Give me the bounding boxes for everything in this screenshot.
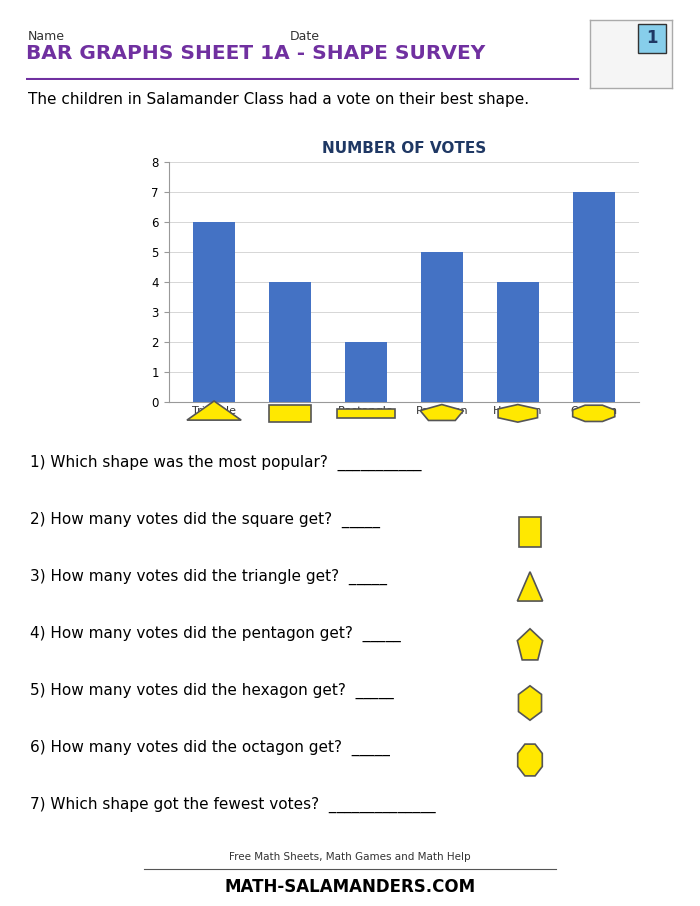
- Text: BAR GRAPHS SHEET 1A - SHAPE SURVEY: BAR GRAPHS SHEET 1A - SHAPE SURVEY: [26, 44, 485, 63]
- Polygon shape: [420, 405, 463, 420]
- Text: 1) Which shape was the most popular?  ___________: 1) Which shape was the most popular? ___…: [30, 455, 421, 471]
- Polygon shape: [498, 405, 538, 422]
- Text: The children in Salamander Class had a vote on their best shape.: The children in Salamander Class had a v…: [28, 92, 529, 107]
- Polygon shape: [187, 401, 241, 420]
- Text: 4) How many votes did the pentagon get?  _____: 4) How many votes did the pentagon get? …: [30, 626, 400, 642]
- Bar: [269, 282, 311, 401]
- Text: 2) How many votes did the square get?  _____: 2) How many votes did the square get? __…: [30, 512, 380, 528]
- Bar: [573, 191, 615, 401]
- Text: 3) How many votes did the triangle get?  _____: 3) How many votes did the triangle get? …: [30, 569, 387, 585]
- Bar: [193, 222, 235, 401]
- Bar: [497, 282, 539, 401]
- Text: Name: Name: [28, 30, 65, 43]
- Bar: [421, 252, 463, 401]
- Polygon shape: [573, 405, 615, 421]
- Text: 7) Which shape got the fewest votes?  ______________: 7) Which shape got the fewest votes? ___…: [30, 797, 435, 814]
- Bar: [337, 409, 395, 418]
- Text: 5) How many votes did the hexagon get?  _____: 5) How many votes did the hexagon get? _…: [30, 683, 393, 699]
- Text: Date: Date: [290, 30, 320, 43]
- Text: MATH-SALAMANDERS.COM: MATH-SALAMANDERS.COM: [225, 878, 475, 896]
- Title: NUMBER OF VOTES: NUMBER OF VOTES: [322, 141, 486, 156]
- Bar: [638, 24, 666, 53]
- Text: Free Math Sheets, Math Games and Math Help: Free Math Sheets, Math Games and Math He…: [229, 852, 471, 862]
- Text: 6) How many votes did the octagon get?  _____: 6) How many votes did the octagon get? _…: [30, 740, 390, 757]
- Bar: [269, 405, 312, 421]
- Bar: [345, 342, 387, 401]
- Text: 1: 1: [646, 29, 658, 47]
